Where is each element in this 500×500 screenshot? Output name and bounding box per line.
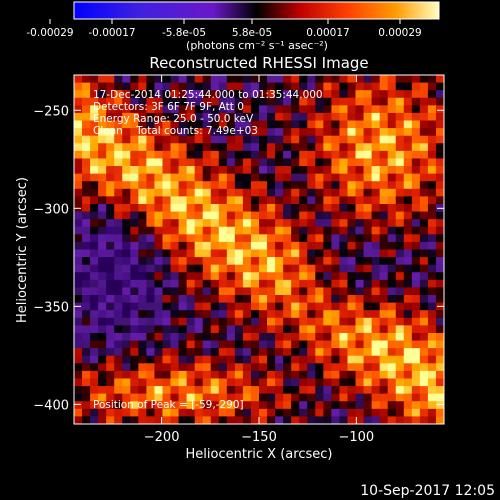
y-tick-label: −250 — [33, 104, 69, 119]
colorbar: -0.00029 -0.00017 -5.8e-05 5.8e-05 0.00017 0.… — [26, 1, 440, 52]
x-axis-label: Heliocentric X (arcsec) — [186, 447, 333, 462]
annotation-time-range: 17-Dec-2014 01:25:44.000 to 01:35:44.000 — [93, 89, 323, 101]
footer-timestamp: 10-Sep-2017 12:05 — [360, 483, 495, 499]
rhessi-image — [74, 75, 444, 424]
plot-title: Reconstructed RHESSI Image — [149, 54, 368, 72]
y-tick-label: −400 — [33, 398, 69, 413]
x-tick-label: −200 — [144, 430, 180, 445]
y-tick-label: −350 — [33, 300, 69, 315]
colorbar-gradient — [73, 1, 440, 20]
colorbar-tick-label: 5.8e-05 — [232, 27, 272, 39]
x-tick-label: −150 — [241, 430, 277, 445]
colorbar-tick-label: 0.00017 — [306, 27, 349, 39]
colorbar-tick-label: 0.00029 — [378, 27, 421, 39]
annotation-peak-position: Position of Peak = [-59,-290] — [93, 399, 244, 411]
y-axis-label: Heliocentric Y (arcsec) — [15, 177, 30, 323]
colorbar-ticks: -0.00029 -0.00017 -5.8e-05 5.8e-05 0.00017 0.… — [26, 19, 422, 39]
colorbar-tick-label: -0.00029 — [26, 27, 73, 39]
x-tick-label: −100 — [339, 430, 375, 445]
annotation-block: 17-Dec-2014 01:25:44.000 to 01:35:44.000… — [93, 89, 323, 411]
colorbar-tick-label: -5.8e-05 — [162, 27, 206, 39]
colorbar-unit-label: (photons cm⁻² s⁻¹ asec⁻²) — [186, 39, 328, 52]
annotation-detectors: Detectors: 3F 6F 7F 9F, Att 0 — [93, 101, 244, 113]
annotation-energy: Energy Range: 25.0 - 50.0 keV — [93, 113, 254, 125]
y-axis-ticks: −250 −300 −350 −400 — [33, 104, 444, 413]
colorbar-tick-label: -0.00017 — [88, 27, 135, 39]
y-tick-label: −300 — [33, 202, 69, 217]
x-axis-ticks: −200 −150 −100 — [144, 75, 374, 445]
image-pixels — [74, 75, 444, 424]
annotation-clean: Clean Total counts: 7.49e+03 — [93, 125, 258, 137]
